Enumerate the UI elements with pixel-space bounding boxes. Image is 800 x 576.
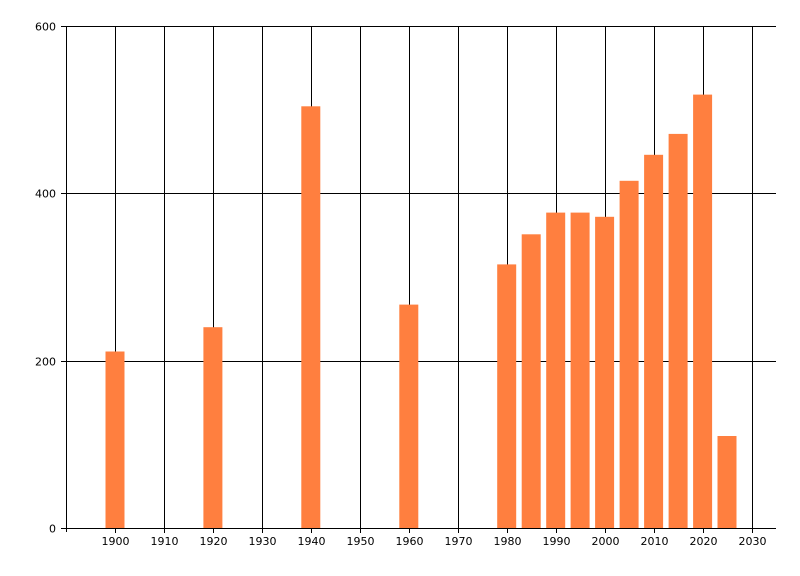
x-tick-label: 1980 [494, 535, 522, 548]
x-tick-label: 2020 [690, 535, 718, 548]
y-tick-label: 200 [35, 356, 56, 369]
x-tick-label: 1900 [102, 535, 130, 548]
x-tick-label: 2000 [592, 535, 620, 548]
bar [644, 154, 664, 529]
bar [301, 106, 321, 529]
axes [61, 26, 776, 533]
bar [521, 234, 541, 529]
x-tick-label: 1970 [445, 535, 473, 548]
bar [619, 180, 639, 529]
x-tick-label: 1940 [298, 535, 326, 548]
x-tick-label: 1950 [347, 535, 375, 548]
bar [399, 304, 419, 528]
tick-labels: 1900 1910 1920 1930 1940 1950 1960 1970 1980 1990… [35, 21, 767, 549]
bar [105, 351, 125, 528]
x-tick-label: 1910 [151, 535, 179, 548]
x-tick-label: 2010 [641, 535, 669, 548]
bar [497, 264, 517, 528]
x-tick-label: 1930 [249, 535, 277, 548]
bar [203, 327, 223, 528]
bar [717, 436, 737, 528]
x-tick-label: 1990 [543, 535, 571, 548]
bars [105, 94, 737, 529]
y-tick-label: 400 [35, 188, 56, 201]
bar [693, 94, 713, 528]
x-tick-label: 1960 [396, 535, 424, 548]
y-tick-label: 600 [35, 21, 56, 34]
bar [595, 216, 615, 529]
y-tick-label: 0 [49, 523, 56, 536]
bar [668, 133, 688, 528]
x-tick-label: 2030 [739, 535, 767, 548]
bar [546, 212, 566, 528]
x-tick-label: 1920 [200, 535, 228, 548]
bar [570, 212, 590, 528]
